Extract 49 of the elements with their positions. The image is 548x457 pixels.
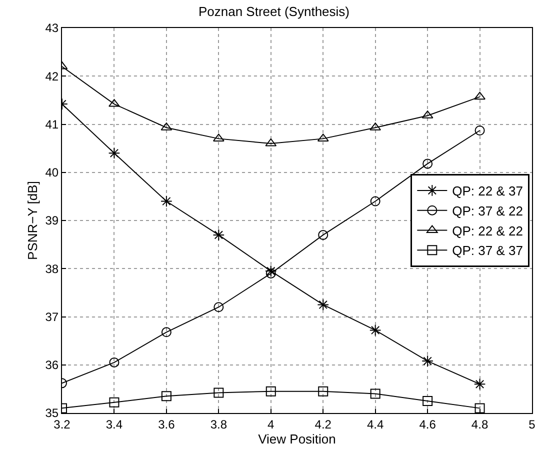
point [160,195,172,208]
point [318,386,328,396]
point [370,388,380,399]
point [474,403,485,413]
x-tick-label: 5 [528,417,536,432]
point [161,391,172,402]
y-tick-label: 42 [45,69,59,84]
point [212,229,225,241]
y-tick-label: 40 [45,166,59,180]
y-tick-label: 38 [45,262,59,276]
point [109,397,120,408]
x-axis-title: View Position [258,431,336,446]
point [266,386,276,396]
point [108,147,120,160]
x-tick-label: 4.4 [366,417,384,432]
point [369,324,382,336]
point [370,196,380,206]
y-tick-label: 37 [45,310,59,324]
x-tick-label: 3.8 [210,417,228,432]
legend-label: QP: 37 & 22 [452,203,523,218]
y-tick-label: 36 [45,358,59,372]
chart-title: Poznan Street (Synthesis) [198,4,350,19]
point [264,265,277,277]
y-axis-title: PSNR−Y [dB] [25,181,40,260]
x-tick-label: 3.4 [106,417,123,432]
x-tick-label: 4 [268,417,275,432]
point [474,92,486,100]
point [318,230,328,240]
y-tick-label: 39 [45,214,59,228]
point [109,357,120,368]
point [266,268,276,278]
x-tick-label: 3.6 [158,417,176,432]
legend-label: QP: 37 & 37 [452,243,523,258]
point [422,396,433,406]
x-tick-label: 4.8 [471,417,488,432]
y-tick-label: 41 [45,117,59,132]
legend-label: QP: 22 & 37 [452,184,523,199]
point [474,126,485,136]
y-tick-label: 43 [45,21,59,36]
x-tick-label: 4.2 [314,417,332,432]
point [214,388,224,398]
point [422,158,433,169]
legend-label: QP: 22 & 22 [452,223,523,238]
x-tick-label: 4.6 [419,417,436,432]
point [474,378,486,390]
point [317,298,330,311]
point [161,327,172,338]
point [214,302,224,312]
point [422,355,434,367]
